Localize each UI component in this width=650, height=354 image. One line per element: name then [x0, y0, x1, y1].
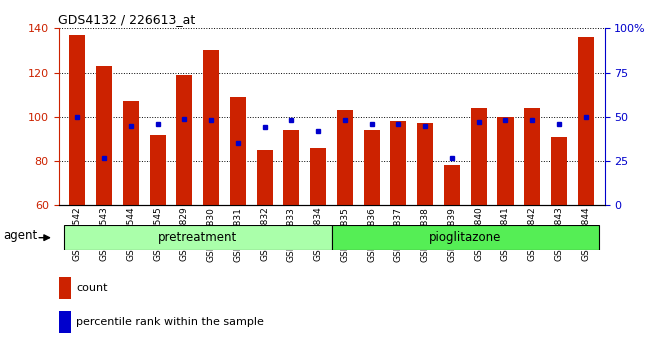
- Bar: [551, 137, 567, 205]
- Text: pioglitazone: pioglitazone: [429, 231, 502, 244]
- Bar: [58, 311, 70, 333]
- Bar: [69, 35, 85, 205]
- Bar: [283, 130, 300, 205]
- Bar: [176, 75, 192, 205]
- Bar: [497, 117, 514, 205]
- Bar: [417, 124, 433, 205]
- Text: pretreatment: pretreatment: [158, 231, 237, 244]
- Text: agent: agent: [3, 229, 37, 242]
- Bar: [230, 97, 246, 205]
- Bar: [578, 37, 594, 205]
- Bar: [337, 110, 353, 205]
- Bar: [64, 225, 332, 250]
- Bar: [150, 135, 166, 205]
- Bar: [310, 148, 326, 205]
- Bar: [203, 50, 219, 205]
- Bar: [363, 130, 380, 205]
- Bar: [96, 66, 112, 205]
- Bar: [471, 108, 487, 205]
- Bar: [58, 277, 70, 299]
- Text: count: count: [76, 283, 107, 293]
- Bar: [524, 108, 540, 205]
- Bar: [257, 150, 272, 205]
- Text: GDS4132 / 226613_at: GDS4132 / 226613_at: [58, 13, 196, 26]
- Bar: [444, 165, 460, 205]
- Bar: [332, 225, 599, 250]
- Text: percentile rank within the sample: percentile rank within the sample: [76, 317, 264, 327]
- Bar: [391, 121, 406, 205]
- Bar: [123, 101, 139, 205]
